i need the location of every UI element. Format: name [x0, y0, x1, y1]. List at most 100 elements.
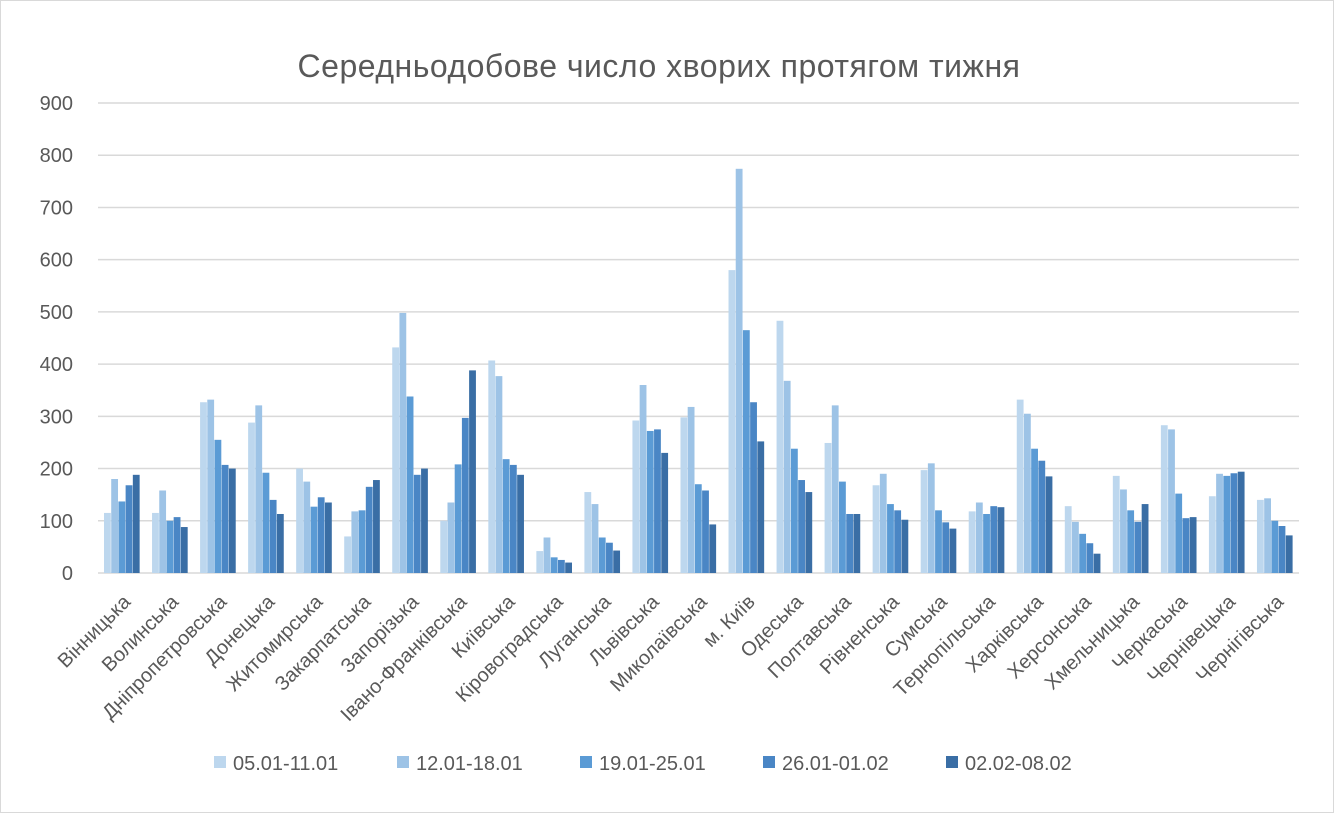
bar — [776, 320, 784, 573]
series-5 — [132, 370, 1293, 573]
legend-label: 02.02-08.02 — [965, 753, 1072, 775]
bar — [536, 551, 544, 573]
bar — [1023, 413, 1031, 573]
series-3 — [118, 330, 1279, 573]
bar — [269, 499, 277, 573]
bar — [1093, 553, 1101, 573]
y-tick-label: 0 — [62, 563, 73, 585]
bar — [214, 439, 222, 573]
y-tick-label: 700 — [40, 197, 73, 219]
legend-swatch — [580, 756, 592, 768]
series-2 — [111, 168, 1271, 574]
bar — [1237, 471, 1245, 573]
legend-item: 05.01-11.01 — [214, 753, 338, 775]
bar — [118, 501, 126, 573]
bar — [262, 472, 270, 573]
bar — [399, 312, 407, 573]
bar — [853, 513, 861, 573]
bar — [798, 480, 805, 573]
bar — [200, 402, 207, 573]
bar — [591, 504, 599, 573]
bar — [935, 510, 942, 573]
y-tick-label: 500 — [40, 302, 73, 324]
bar — [276, 513, 284, 573]
bar — [983, 513, 990, 573]
bar — [1208, 496, 1216, 573]
y-tick-label: 600 — [40, 250, 73, 272]
bar — [461, 417, 469, 573]
bar — [469, 370, 476, 573]
y-tick-label: 300 — [40, 406, 73, 428]
bar — [365, 486, 373, 573]
bar — [1079, 533, 1087, 573]
legend-item: 26.01-01.02 — [763, 753, 889, 775]
bar — [104, 512, 111, 573]
bar — [1127, 510, 1135, 573]
bar — [927, 463, 935, 573]
bar — [728, 270, 736, 573]
bar — [839, 481, 846, 573]
bar — [613, 550, 621, 573]
bar — [942, 522, 950, 573]
y-tick-label: 900 — [40, 93, 73, 115]
bar — [661, 452, 669, 573]
bar — [990, 506, 998, 573]
bar — [1230, 473, 1238, 573]
bar — [373, 480, 380, 573]
bar — [1189, 517, 1197, 573]
bar — [317, 497, 325, 573]
legend-item: 12.01-18.01 — [397, 753, 523, 775]
bar — [975, 502, 983, 573]
bar — [228, 468, 236, 573]
bar — [1216, 473, 1223, 573]
bar — [166, 520, 174, 573]
bar — [1278, 526, 1286, 573]
bar — [1182, 518, 1190, 573]
bar — [694, 484, 702, 573]
bar — [1285, 535, 1293, 573]
bar — [351, 511, 359, 573]
bar — [632, 420, 640, 573]
chart-title: Середньодобове число хворих протягом тиж… — [298, 48, 1021, 84]
y-tick-label: 800 — [40, 145, 73, 167]
bar — [702, 490, 709, 573]
bar — [654, 429, 661, 573]
bar — [757, 441, 765, 573]
bar — [1160, 425, 1168, 573]
bar — [207, 399, 215, 573]
bar — [824, 442, 832, 573]
legend-label: 19.01-25.01 — [599, 753, 706, 775]
bar — [248, 422, 255, 573]
legend-swatch — [763, 756, 775, 768]
bar — [709, 524, 717, 573]
bar — [1175, 493, 1183, 573]
bar — [742, 330, 750, 573]
bar — [783, 380, 791, 573]
bar — [296, 468, 303, 573]
bar — [358, 510, 366, 573]
bar — [750, 402, 757, 573]
bar — [550, 557, 558, 573]
bar — [495, 376, 503, 573]
legend-swatch — [214, 756, 226, 768]
bar — [221, 464, 229, 573]
bar — [949, 528, 957, 573]
bar — [255, 405, 263, 573]
bar — [968, 511, 976, 573]
bar — [344, 536, 352, 573]
bar — [646, 430, 654, 573]
bar — [1016, 399, 1024, 573]
bar — [1038, 460, 1046, 573]
bar — [920, 470, 928, 573]
bar — [872, 485, 880, 573]
legend-swatch — [397, 756, 409, 768]
bar — [1072, 521, 1079, 573]
bar — [639, 385, 647, 573]
bar — [1134, 521, 1142, 573]
bar — [392, 347, 400, 573]
bar — [502, 459, 510, 573]
bar — [584, 492, 592, 573]
bar — [846, 513, 854, 573]
bar — [735, 168, 743, 574]
